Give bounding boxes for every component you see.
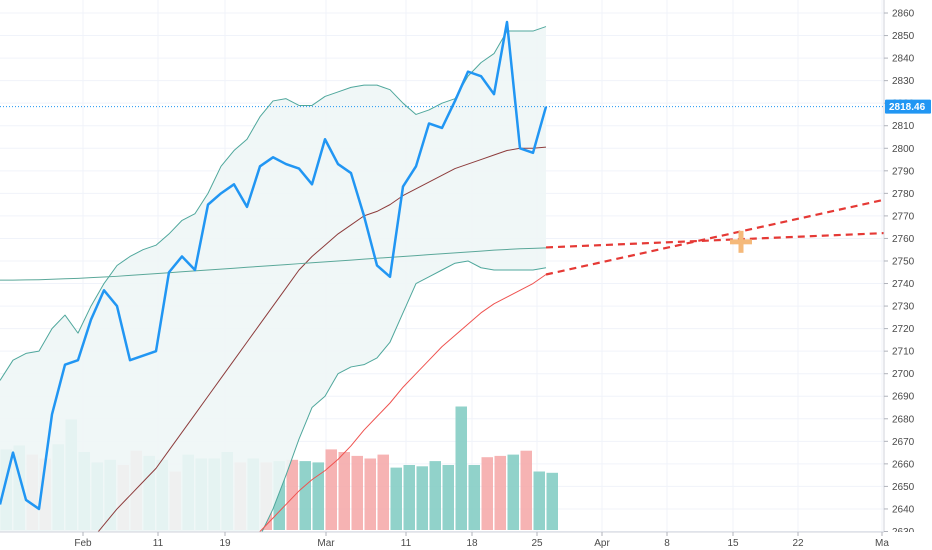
price-axis-label: 2840 (892, 54, 915, 65)
price-axis-bg (884, 0, 932, 550)
price-axis-label: 2800 (892, 144, 915, 155)
time-axis-label: Apr (594, 538, 610, 549)
volume-bar (416, 466, 428, 530)
volume-bar (364, 458, 376, 530)
price-axis-label: 2790 (892, 166, 915, 177)
volume-bar (403, 465, 415, 530)
price-axis-label: 2670 (892, 437, 915, 448)
price-series-line (0, 20, 548, 511)
price-axis-label: 2860 (892, 9, 915, 20)
volume-bar (338, 452, 350, 530)
projection-line-2 (545, 188, 932, 276)
price-axis-label: 2740 (892, 279, 915, 290)
volume-bar (481, 457, 493, 530)
price-axis-label: 2760 (892, 234, 915, 245)
time-axis-label: 18 (466, 538, 478, 549)
time-axis-label: 8 (664, 538, 670, 549)
volume-bar (286, 459, 298, 530)
last-price-tag[interactable] (885, 99, 931, 114)
red-moving-average-line (231, 274, 547, 550)
volume-bar (520, 450, 532, 530)
volume-bar (299, 461, 311, 530)
price-axis-label: 2830 (892, 76, 915, 87)
bollinger-fill (0, 26, 546, 537)
volume-bar (494, 455, 506, 530)
time-axis-label: Mar (317, 538, 335, 549)
time-axis-bg (0, 532, 932, 550)
price-axis-label: 2780 (892, 189, 915, 200)
volume-bar (455, 406, 467, 530)
volume-bar (325, 449, 337, 530)
price-axis-label: 2680 (892, 414, 915, 425)
time-axis-label: 19 (219, 538, 231, 549)
price-line (0, 20, 884, 511)
price-axis-label: 2750 (892, 256, 915, 267)
moving-averages (0, 247, 547, 550)
volume-bar (351, 455, 363, 530)
time-axis-label: 15 (727, 538, 739, 549)
volume-bar (377, 454, 389, 530)
time-axis-label: 11 (401, 538, 412, 549)
last-price-tag-text: 2818.46 (889, 102, 926, 113)
price-axis-label: 2640 (892, 504, 915, 515)
time-axis-label: 11 (153, 538, 164, 549)
price-axis-label: 2720 (892, 324, 915, 335)
volume-bar (546, 472, 558, 530)
projection-line-1 (545, 229, 932, 249)
volume-bar (442, 465, 454, 530)
price-axis-label: 2650 (892, 482, 915, 493)
long-moving-average-line (0, 247, 547, 281)
time-axis-label: 25 (531, 538, 543, 549)
price-axis-label: 2770 (892, 211, 915, 222)
price-axis-label: 2730 (892, 302, 915, 313)
crosshair-marker-v (738, 230, 744, 253)
volume-bar (533, 471, 545, 530)
volume-bar (273, 461, 285, 530)
price-axis-label: 2690 (892, 392, 915, 403)
price-axis-label: 2850 (892, 31, 915, 42)
volume-bar (507, 454, 519, 530)
time-axis-label: 22 (792, 538, 804, 549)
trend-projections (545, 188, 932, 276)
price-axis-label: 2660 (892, 459, 915, 470)
time-axis-label: Feb (74, 538, 92, 549)
price-axis-label: 2810 (892, 121, 915, 132)
time-axis-label: Ma (875, 538, 889, 549)
volume-bar (312, 462, 324, 530)
volume-bar (468, 465, 480, 530)
price-axis-label: 2710 (892, 347, 915, 358)
volume-bar (429, 461, 441, 530)
volume-bar (390, 467, 402, 530)
price-axis-label: 2700 (892, 369, 915, 380)
